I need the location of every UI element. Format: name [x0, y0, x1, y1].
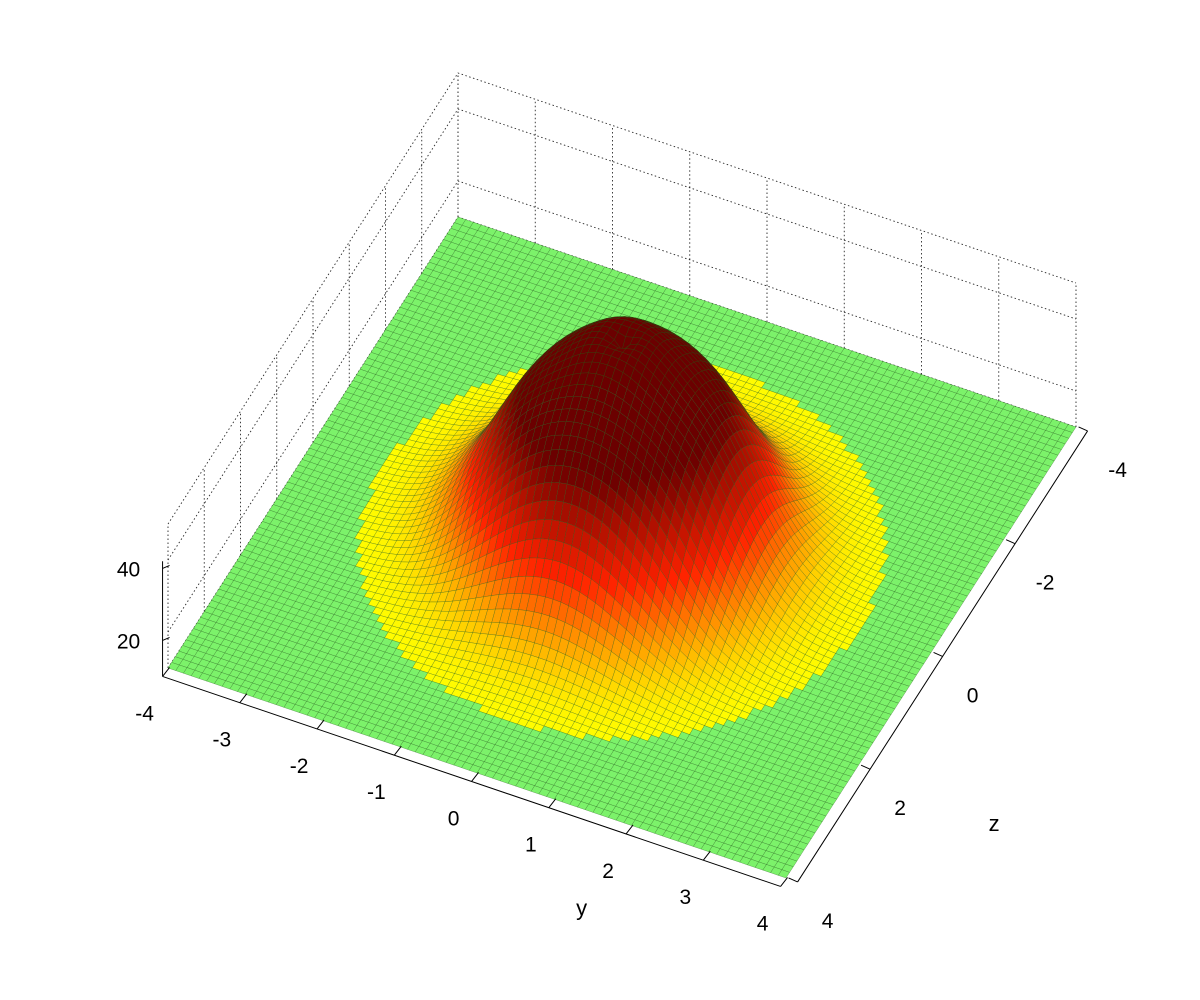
- grid-line-horizontal: [167, 180, 1077, 633]
- grid-line-horizontal: [167, 72, 1077, 525]
- grid-line-horizontal: [167, 108, 1077, 561]
- surface: [167, 216, 1077, 879]
